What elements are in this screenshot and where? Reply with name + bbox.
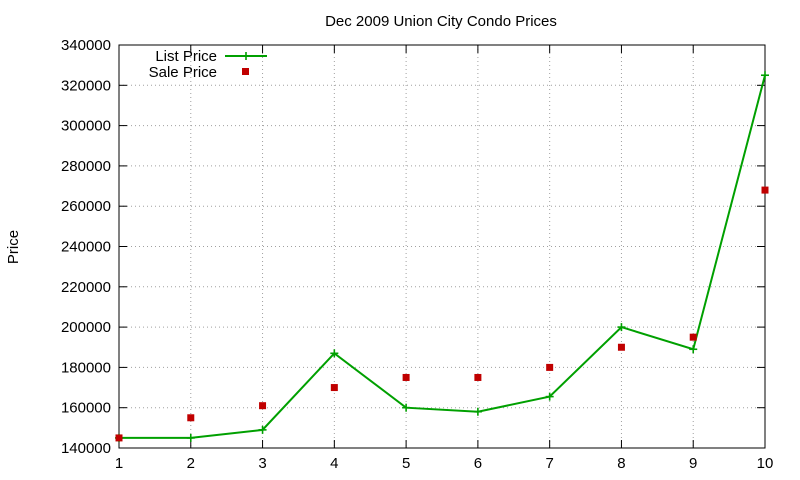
list-price-point <box>258 425 267 434</box>
sale-price-point <box>617 343 625 351</box>
y-tick-label: 180000 <box>61 359 111 376</box>
sale-price-point <box>259 402 267 410</box>
x-tick-label: 5 <box>402 455 410 472</box>
y-tick-label: 240000 <box>61 239 111 256</box>
sale-price-point <box>546 363 554 371</box>
y-axis-label: Price <box>5 230 22 264</box>
x-tick-label: 7 <box>545 455 553 472</box>
y-tick-label: 280000 <box>61 158 111 175</box>
list-price-point <box>545 392 554 401</box>
y-tick-label: 320000 <box>61 77 111 94</box>
chart-title: Dec 2009 Union City Condo Prices <box>325 13 557 30</box>
sale-price-point <box>761 186 769 194</box>
sale-price-point <box>115 434 123 442</box>
y-tick-label: 300000 <box>61 118 111 135</box>
x-tick-label: 8 <box>617 455 625 472</box>
legend-label-list-price: List Price <box>155 48 217 65</box>
x-tick-label: 10 <box>757 455 774 472</box>
x-tick-label: 9 <box>689 455 697 472</box>
list-price-point <box>473 407 482 416</box>
sale-price-point <box>689 333 697 341</box>
legend: List Price Sale Price <box>149 48 267 81</box>
list-price-point <box>617 323 626 332</box>
legend-label-sale-price: Sale Price <box>149 64 217 81</box>
list-price-point <box>186 433 195 442</box>
sale-price-point <box>474 373 482 381</box>
y-tick-label: 160000 <box>61 400 111 417</box>
y-tick-label: 260000 <box>61 198 111 215</box>
y-tick-label: 340000 <box>61 37 111 54</box>
axis-ticks: 140000 160000 180000 200000 220000 240000 2600… <box>61 37 773 472</box>
x-tick-label: 3 <box>258 455 266 472</box>
list-price-point <box>689 345 698 354</box>
list-price-point <box>761 71 769 80</box>
legend-swatch-sale-price <box>242 68 249 75</box>
sale-price-point <box>187 414 195 422</box>
list-price-point <box>402 403 411 412</box>
x-tick-label: 1 <box>115 455 123 472</box>
list-price-line <box>119 74 766 439</box>
x-tick-label: 2 <box>187 455 195 472</box>
y-tick-label: 220000 <box>61 279 111 296</box>
series <box>115 71 769 442</box>
x-tick-label: 4 <box>330 455 338 472</box>
y-tick-label: 140000 <box>61 440 111 457</box>
sale-price-point <box>402 373 410 381</box>
sale-price-point <box>330 384 338 392</box>
y-tick-label: 200000 <box>61 319 111 336</box>
list-price-point <box>330 349 339 358</box>
x-tick-label: 6 <box>474 455 482 472</box>
